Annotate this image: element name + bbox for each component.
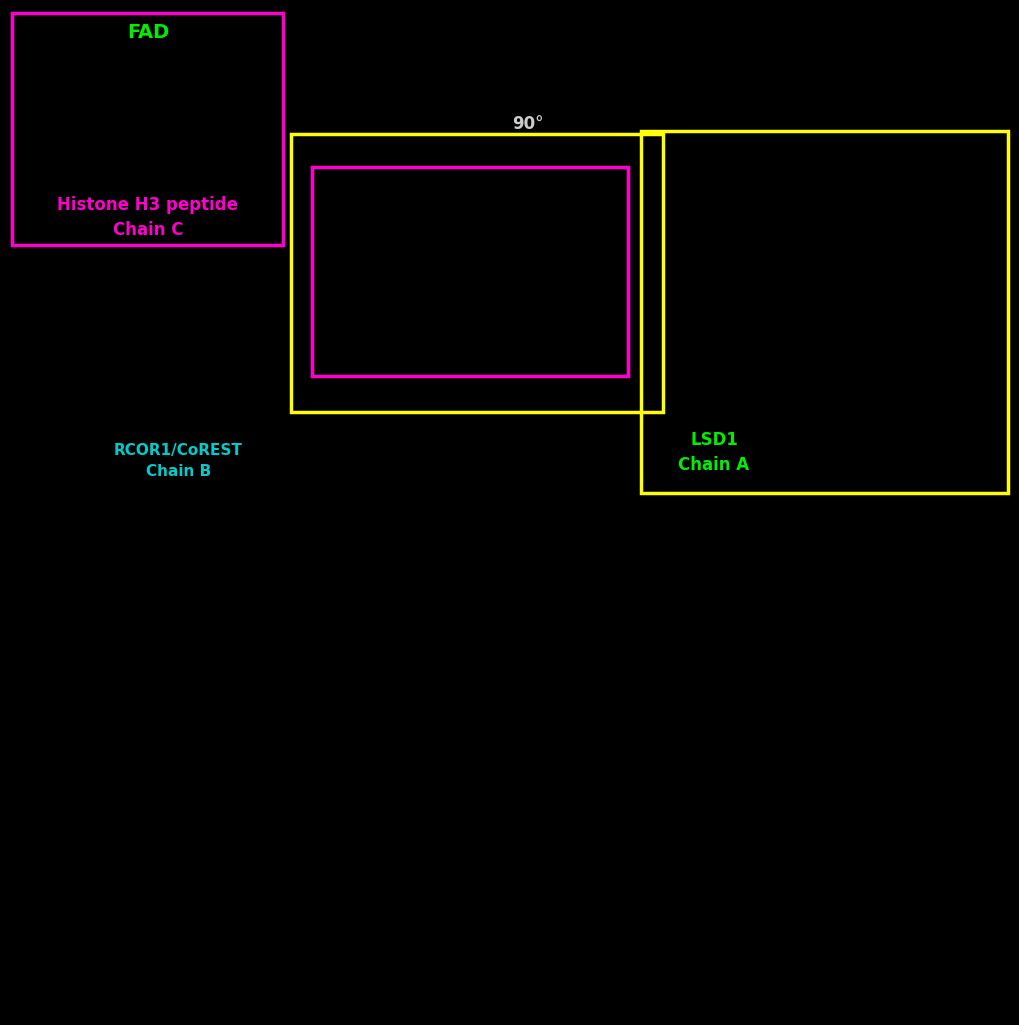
Text: Histone H3 peptide
Chain C: Histone H3 peptide Chain C bbox=[57, 196, 238, 239]
Text: LSD1
Chain A: LSD1 Chain A bbox=[678, 430, 749, 474]
Bar bbox=[640, 131, 1007, 493]
Text: FAD: FAD bbox=[126, 24, 169, 42]
Bar bbox=[290, 134, 662, 412]
Text: RCOR1/CoREST
Chain B: RCOR1/CoREST Chain B bbox=[114, 443, 243, 479]
Bar bbox=[312, 167, 628, 376]
Text: 90°: 90° bbox=[513, 115, 543, 133]
Bar bbox=[12, 12, 282, 245]
